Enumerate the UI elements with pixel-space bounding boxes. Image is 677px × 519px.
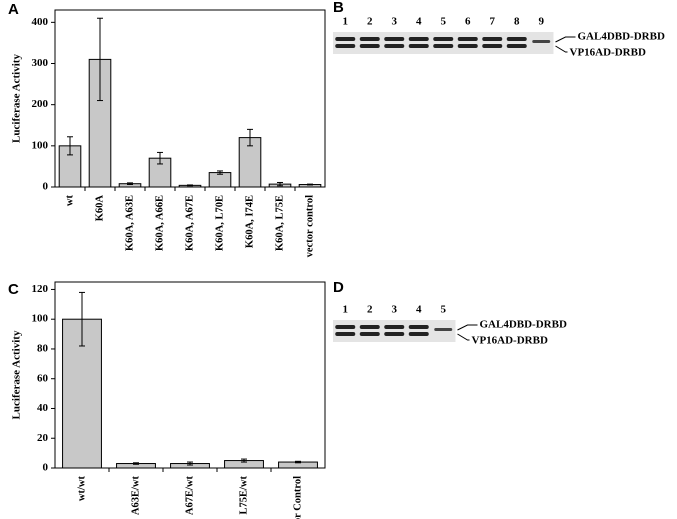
x-tick-label: wt/wt <box>76 475 87 501</box>
gel-band <box>506 37 527 41</box>
gel-band <box>335 44 356 48</box>
lane-label: 4 <box>416 16 422 28</box>
x-tick-label: K60A, L75E <box>274 195 285 251</box>
error-bar <box>307 183 313 186</box>
band-pointer <box>457 333 470 341</box>
y-tick-label: 0 <box>43 462 49 474</box>
plot-frame <box>54 281 326 469</box>
lane-label: 7 <box>490 16 496 28</box>
error-bar <box>97 17 103 102</box>
gel-band <box>359 37 380 41</box>
error-bar <box>157 151 163 165</box>
band-label: VP16AD-DRBD <box>570 47 646 59</box>
band-label: GAL4DBD-DRBD <box>480 319 567 331</box>
lane-label: 2 <box>367 304 373 316</box>
x-tick-label: K60A, A66E <box>154 195 165 251</box>
y-tick-label: 120 <box>32 283 49 295</box>
error-bar <box>295 460 301 464</box>
band-pointer <box>555 45 568 53</box>
gel-band <box>408 44 429 48</box>
y-tick-label: 200 <box>32 98 49 110</box>
lane-label: 1 <box>343 16 349 28</box>
gel-band <box>335 332 356 336</box>
gel-band <box>384 44 405 48</box>
gel-band <box>433 37 454 41</box>
error-bar <box>67 136 73 156</box>
gel-band <box>457 37 478 41</box>
gel-band <box>359 332 380 336</box>
plot-frame <box>54 9 326 188</box>
gel-band <box>433 44 454 48</box>
x-tick-label: K60A, I74E <box>244 195 255 248</box>
y-axis-label: Luciferase Activity <box>11 330 23 419</box>
gel-band <box>408 332 429 336</box>
error-bar <box>217 170 223 175</box>
lane-label: 3 <box>392 16 398 28</box>
error-bar <box>187 461 193 466</box>
lane-label: 1 <box>343 304 349 316</box>
gel-band <box>384 332 405 336</box>
band-pointer <box>555 36 576 43</box>
error-bar <box>127 182 133 186</box>
lane-label: 3 <box>392 304 398 316</box>
x-tick-label: A67E/wt <box>184 476 195 516</box>
gel-band <box>408 37 429 41</box>
band-label: GAL4DBD-DRBD <box>578 31 665 43</box>
lane-label: 6 <box>465 16 471 28</box>
gel-background <box>333 32 554 54</box>
x-tick-label: A63E/wt <box>130 476 141 516</box>
x-tick-label: L75E/wt <box>238 476 249 515</box>
error-bar <box>133 462 139 465</box>
y-tick-label: 40 <box>37 402 49 414</box>
bar <box>208 172 232 188</box>
gel-band <box>434 328 453 331</box>
error-bar <box>247 128 253 147</box>
x-tick-label: K60A <box>94 195 105 222</box>
error-bar <box>187 184 193 187</box>
y-tick-label: 300 <box>32 57 49 69</box>
x-tick-label: wt <box>64 195 75 207</box>
error-bar <box>79 291 85 347</box>
gel-band <box>359 44 380 48</box>
gel-band <box>482 37 503 41</box>
y-tick-label: 100 <box>32 139 49 151</box>
gel-band <box>482 44 503 48</box>
panel-letter: A <box>8 1 19 18</box>
gel-band <box>384 325 405 329</box>
y-tick-label: 400 <box>32 16 49 28</box>
x-tick-label: K60A, L70E <box>214 195 225 251</box>
gel-band <box>359 325 380 329</box>
lane-label: 5 <box>441 16 447 28</box>
lane-label: 5 <box>441 304 447 316</box>
panel-letter: C <box>8 281 19 298</box>
panel-letter: D <box>333 279 344 296</box>
gel-band <box>532 40 551 43</box>
lane-label: 2 <box>367 16 373 28</box>
gel-band <box>384 37 405 41</box>
x-tick-label: K60A, A67E <box>184 195 195 251</box>
lane-label: 9 <box>539 16 545 28</box>
y-tick-label: 0 <box>43 181 49 193</box>
y-tick-label: 80 <box>37 342 49 354</box>
error-bar <box>277 181 283 187</box>
error-bar <box>241 458 247 463</box>
x-tick-label: vector control <box>304 195 315 257</box>
gel-band <box>506 44 527 48</box>
lane-label: 8 <box>514 16 520 28</box>
band-pointer <box>457 324 478 331</box>
x-tick-label: Vector Control <box>292 476 303 519</box>
gel-band <box>335 37 356 41</box>
gel-band <box>335 325 356 329</box>
y-axis-label: Luciferase Activity <box>11 54 23 143</box>
band-label: VP16AD-DRBD <box>472 335 548 347</box>
y-tick-label: 100 <box>32 313 49 325</box>
gel-band <box>457 44 478 48</box>
lane-label: 4 <box>416 304 422 316</box>
panel-letter: B <box>333 0 344 16</box>
y-tick-label: 60 <box>37 372 49 384</box>
x-tick-label: K60A, A63E <box>124 195 135 251</box>
gel-band <box>408 325 429 329</box>
y-tick-label: 20 <box>37 432 49 444</box>
